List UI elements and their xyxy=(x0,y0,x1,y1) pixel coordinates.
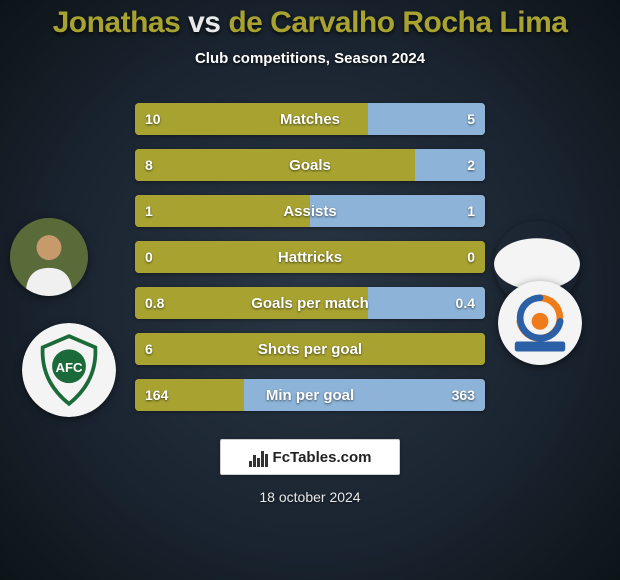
footer-date: 18 october 2024 xyxy=(0,489,620,505)
stat-row: Goals per match0.8 0.4 xyxy=(135,287,485,319)
comparison-title: Jonathas vs de Carvalho Rocha Lima xyxy=(0,6,620,40)
stat-value-left: 10 xyxy=(135,103,171,135)
player2-name: de Carvalho Rocha Lima xyxy=(228,6,567,39)
comparison-chart: AFC Matches105Goals82Assists11Hattricks0… xyxy=(0,103,620,411)
stat-value-left: 6 xyxy=(135,333,163,365)
player1-name: Jonathas xyxy=(53,6,181,39)
stat-bars: Matches10 5 Goals8 2 Assists1 1 Hattricks0 0 Goa… xyxy=(135,103,485,411)
club-left-badge: AFC xyxy=(22,323,116,417)
brand-text: FcTables.com xyxy=(273,449,372,466)
stat-value-right: 363 xyxy=(442,379,485,411)
stat-label: Hattricks xyxy=(135,241,485,273)
stat-value-right: 5 xyxy=(457,103,485,135)
player-left-avatar xyxy=(10,218,88,296)
stat-value-left: 8 xyxy=(135,149,163,181)
brand-badge: FcTables.com xyxy=(220,439,400,475)
stat-value-right: 0.4 xyxy=(446,287,485,319)
stat-label: Shots per goal xyxy=(135,333,485,365)
stat-value-right: 1 xyxy=(457,195,485,227)
vs-text: vs xyxy=(180,6,228,39)
season-subtitle: Club competitions, Season 2024 xyxy=(0,50,620,67)
stat-row: Hattricks0 0 xyxy=(135,241,485,273)
stat-value-left: 1 xyxy=(135,195,163,227)
stat-value-left: 0 xyxy=(135,241,163,273)
stat-label: Min per goal xyxy=(135,379,485,411)
stat-row: Assists1 1 xyxy=(135,195,485,227)
stat-value-right xyxy=(465,333,485,365)
brand-chart-icon xyxy=(249,447,269,467)
stat-row: Min per goal164 363 xyxy=(135,379,485,411)
stat-label: Goals per match xyxy=(135,287,485,319)
stat-value-right: 0 xyxy=(457,241,485,273)
svg-text:AFC: AFC xyxy=(55,360,83,375)
stat-row: Matches10 5 xyxy=(135,103,485,135)
stat-value-left: 0.8 xyxy=(135,287,174,319)
stat-value-right: 2 xyxy=(457,149,485,181)
stat-row: Shots per goal6 xyxy=(135,333,485,365)
stat-label: Goals xyxy=(135,149,485,181)
stat-row: Goals8 2 xyxy=(135,149,485,181)
stat-value-left: 164 xyxy=(135,379,178,411)
stat-label: Matches xyxy=(135,103,485,135)
club-right-badge xyxy=(498,281,582,365)
stat-label: Assists xyxy=(135,195,485,227)
